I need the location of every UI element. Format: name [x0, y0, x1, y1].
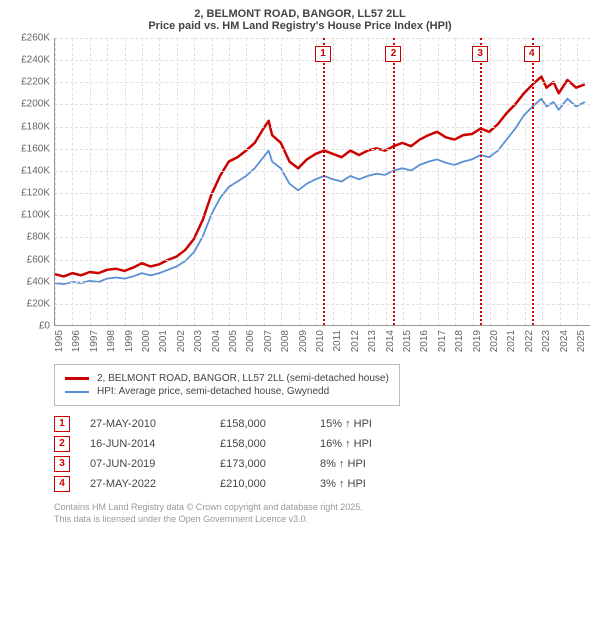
series-price_paid	[55, 77, 585, 277]
x-tick-label: 2003	[193, 330, 204, 352]
sale-price: £173,000	[220, 458, 320, 470]
legend: 2, BELMONT ROAD, BANGOR, LL57 2LL (semi-…	[54, 364, 400, 406]
x-tick-label: 2015	[402, 330, 413, 352]
y-tick-label: £120K	[21, 188, 50, 199]
y-tick-label: £180K	[21, 121, 50, 132]
x-tick-label: 2002	[176, 330, 187, 352]
x-tick-label: 2021	[506, 330, 517, 352]
sale-date: 27-MAY-2010	[90, 418, 220, 430]
sale-marker-line	[393, 38, 395, 325]
x-tick-label: 2018	[454, 330, 465, 352]
x-tick-label: 2019	[472, 330, 483, 352]
chart-title: 2, BELMONT ROAD, BANGOR, LL57 2LL Price …	[6, 8, 594, 32]
y-tick-label: £260K	[21, 33, 50, 44]
sale-row: 1 27-MAY-2010£158,00015% ↑ HPI	[54, 416, 594, 432]
x-tick-label: 2011	[332, 330, 343, 352]
title-line-1: 2, BELMONT ROAD, BANGOR, LL57 2LL	[6, 8, 594, 20]
sale-marker-line	[480, 38, 482, 325]
y-tick-label: £80K	[27, 232, 50, 243]
sale-number-box: 4	[54, 476, 70, 492]
plot-region: 1 2 3 4	[54, 38, 590, 326]
y-tick-label: £100K	[21, 210, 50, 221]
x-tick-label: 2020	[489, 330, 500, 352]
sale-marker-line	[323, 38, 325, 325]
x-axis: 1995 1996 1997 1998 1999 2000 2001 2002 2003 2004…	[54, 326, 590, 366]
x-tick-label: 2010	[315, 330, 326, 352]
x-tick-label: 2025	[576, 330, 587, 352]
sale-pct: 16% ↑ HPI	[320, 438, 440, 450]
x-tick-label: 2024	[559, 330, 570, 352]
y-tick-label: £20K	[27, 298, 50, 309]
sale-marker-line	[532, 38, 534, 325]
x-tick-label: 2009	[298, 330, 309, 352]
sale-marker-box: 3	[472, 46, 488, 62]
sale-date: 07-JUN-2019	[90, 458, 220, 470]
x-tick-label: 2014	[385, 330, 396, 352]
x-tick-label: 2006	[245, 330, 256, 352]
legend-swatch-1	[65, 377, 89, 380]
x-tick-label: 2013	[367, 330, 378, 352]
sale-pct: 3% ↑ HPI	[320, 478, 440, 490]
x-tick-label: 2008	[280, 330, 291, 352]
sale-price: £210,000	[220, 478, 320, 490]
sale-number-box: 3	[54, 456, 70, 472]
legend-swatch-2	[65, 391, 89, 393]
legend-label-1: 2, BELMONT ROAD, BANGOR, LL57 2LL (semi-…	[97, 373, 389, 384]
y-tick-label: £140K	[21, 165, 50, 176]
title-line-2: Price paid vs. HM Land Registry's House …	[6, 20, 594, 32]
x-tick-label: 2001	[158, 330, 169, 352]
sale-row: 2 16-JUN-2014£158,00016% ↑ HPI	[54, 436, 594, 452]
footer: Contains HM Land Registry data © Crown c…	[54, 502, 594, 525]
sales-table: 1 27-MAY-2010£158,00015% ↑ HPI 2 16-JUN-201…	[54, 416, 594, 492]
y-tick-label: £60K	[27, 254, 50, 265]
sale-row: 4 27-MAY-2022£210,0003% ↑ HPI	[54, 476, 594, 492]
legend-row-2: HPI: Average price, semi-detached house,…	[65, 386, 389, 397]
sale-row: 3 07-JUN-2019£173,0008% ↑ HPI	[54, 456, 594, 472]
x-tick-label: 1996	[71, 330, 82, 352]
y-axis: £0£20K£40K£60K£80K£100K£120K£140K£160K£1…	[6, 38, 54, 326]
sale-price: £158,000	[220, 418, 320, 430]
sale-pct: 8% ↑ HPI	[320, 458, 440, 470]
sale-price: £158,000	[220, 438, 320, 450]
sale-marker-box: 4	[524, 46, 540, 62]
sale-marker-box: 2	[385, 46, 401, 62]
x-tick-label: 2016	[419, 330, 430, 352]
y-tick-label: £0	[39, 321, 50, 332]
sale-number-box: 1	[54, 416, 70, 432]
footer-line-1: Contains HM Land Registry data © Crown c…	[54, 502, 594, 514]
x-tick-label: 2012	[350, 330, 361, 352]
chart-area: £0 £20K £40K £60K £80K £100K £120K £140K £160K £1…	[6, 38, 594, 358]
sale-marker-box: 1	[315, 46, 331, 62]
x-tick-label: 1997	[89, 330, 100, 352]
y-tick-label: £240K	[21, 55, 50, 66]
x-tick-label: 2022	[524, 330, 535, 352]
x-tick-label: 1995	[54, 330, 65, 352]
sale-pct: 15% ↑ HPI	[320, 418, 440, 430]
legend-label-2: HPI: Average price, semi-detached house,…	[97, 386, 329, 397]
sale-number-box: 2	[54, 436, 70, 452]
y-tick-label: £200K	[21, 99, 50, 110]
legend-row-1: 2, BELMONT ROAD, BANGOR, LL57 2LL (semi-…	[65, 373, 389, 384]
y-tick-label: £40K	[27, 276, 50, 287]
x-tick-label: 2000	[141, 330, 152, 352]
x-tick-label: 2017	[437, 330, 448, 352]
y-tick-label: £220K	[21, 77, 50, 88]
y-tick-label: £160K	[21, 143, 50, 154]
footer-line-2: This data is licensed under the Open Gov…	[54, 514, 594, 526]
x-tick-label: 1998	[106, 330, 117, 352]
sale-date: 27-MAY-2022	[90, 478, 220, 490]
x-tick-label: 1999	[124, 330, 135, 352]
x-tick-label: 2005	[228, 330, 239, 352]
x-tick-label: 2007	[263, 330, 274, 352]
sale-date: 16-JUN-2014	[90, 438, 220, 450]
x-tick-label: 2004	[211, 330, 222, 352]
x-tick-label: 2023	[541, 330, 552, 352]
